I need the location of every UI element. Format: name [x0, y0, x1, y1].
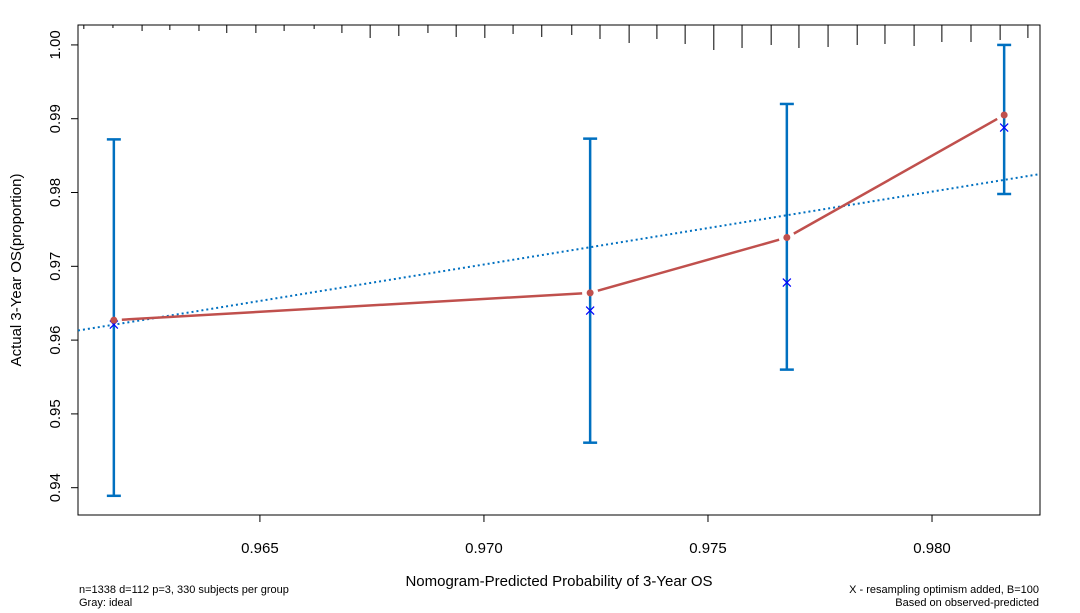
- x-tick-label: 0.975: [689, 540, 727, 557]
- observed-point: [586, 289, 594, 297]
- plot-frame: [77, 24, 1041, 516]
- y-tick-label: 0.99: [47, 104, 64, 133]
- x-tick-label: 0.965: [241, 540, 279, 557]
- observed-line-segment: [793, 117, 998, 235]
- note-left-1: n=1338 d=112 p=3, 330 subjects per group: [79, 584, 289, 596]
- observed-line-segment: [597, 238, 780, 292]
- y-tick-label: 1.00: [47, 30, 64, 59]
- y-axis-label: Actual 3-Year OS(proportion): [8, 174, 25, 367]
- observed-point: [110, 316, 118, 324]
- y-tick-label: 0.95: [47, 399, 64, 428]
- x-axis-label: Nomogram-Predicted Probability of 3-Year…: [405, 573, 713, 590]
- note-left-2: Gray: ideal: [79, 597, 133, 609]
- corrected-point-x: [782, 278, 792, 287]
- note-right-1: X - resampling optimism added, B=100: [849, 584, 1039, 596]
- observed-point: [1000, 111, 1008, 119]
- x-tick-label: 0.980: [913, 540, 951, 557]
- y-tick-label: 0.97: [47, 252, 64, 281]
- corrected-point-x: [585, 306, 595, 316]
- corrected-point-x: [999, 123, 1009, 132]
- observed-line-segment: [121, 292, 583, 321]
- x-tick-label: 0.970: [465, 540, 503, 557]
- y-tick-label: 0.98: [47, 178, 64, 207]
- y-tick-label: 0.96: [47, 326, 64, 355]
- y-tick-label: 0.94: [47, 473, 64, 502]
- ideal-line: [77, 173, 1041, 332]
- observed-point: [783, 234, 791, 242]
- note-right-2: Based on observed-predicted: [895, 597, 1039, 609]
